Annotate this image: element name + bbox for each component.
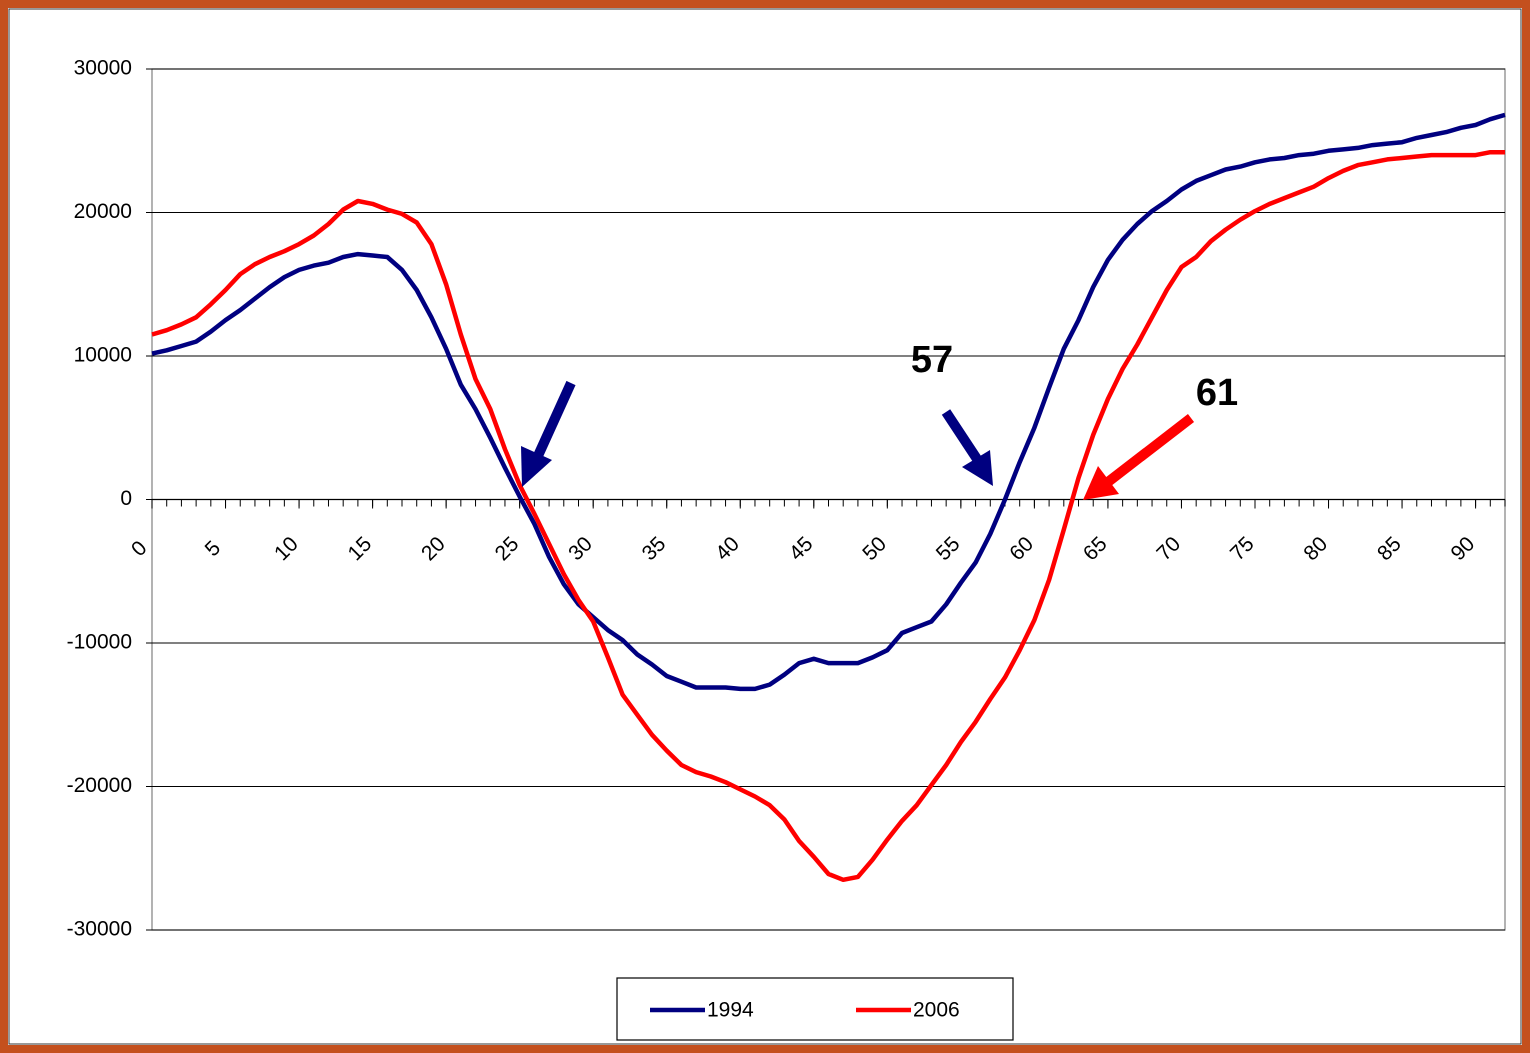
arrow-head	[521, 446, 552, 487]
annotation: 57	[911, 339, 953, 381]
y-tick-label: 10000	[74, 344, 132, 367]
series-line	[151, 112, 1506, 692]
inner-frame	[8, 8, 1522, 1045]
arrows	[521, 380, 1195, 500]
y-tick-label: 30000	[74, 57, 132, 80]
arrow-head	[1083, 466, 1119, 500]
arrow-shaft	[532, 380, 576, 461]
y-tick-label: 0	[120, 487, 132, 510]
y-tick-label: -10000	[67, 631, 132, 654]
y-tick-label: -30000	[67, 918, 132, 941]
y-tick-label: 20000	[74, 200, 132, 223]
arrow-shaft	[1104, 414, 1195, 486]
annotation: 61	[1196, 372, 1238, 414]
y-tick-label: -20000	[67, 774, 132, 797]
legend-label: 2006	[913, 999, 960, 1022]
arrow-shaft	[941, 409, 982, 462]
series-line	[151, 149, 1505, 883]
legend-label: 1994	[707, 999, 754, 1022]
arrow-head	[962, 450, 993, 486]
